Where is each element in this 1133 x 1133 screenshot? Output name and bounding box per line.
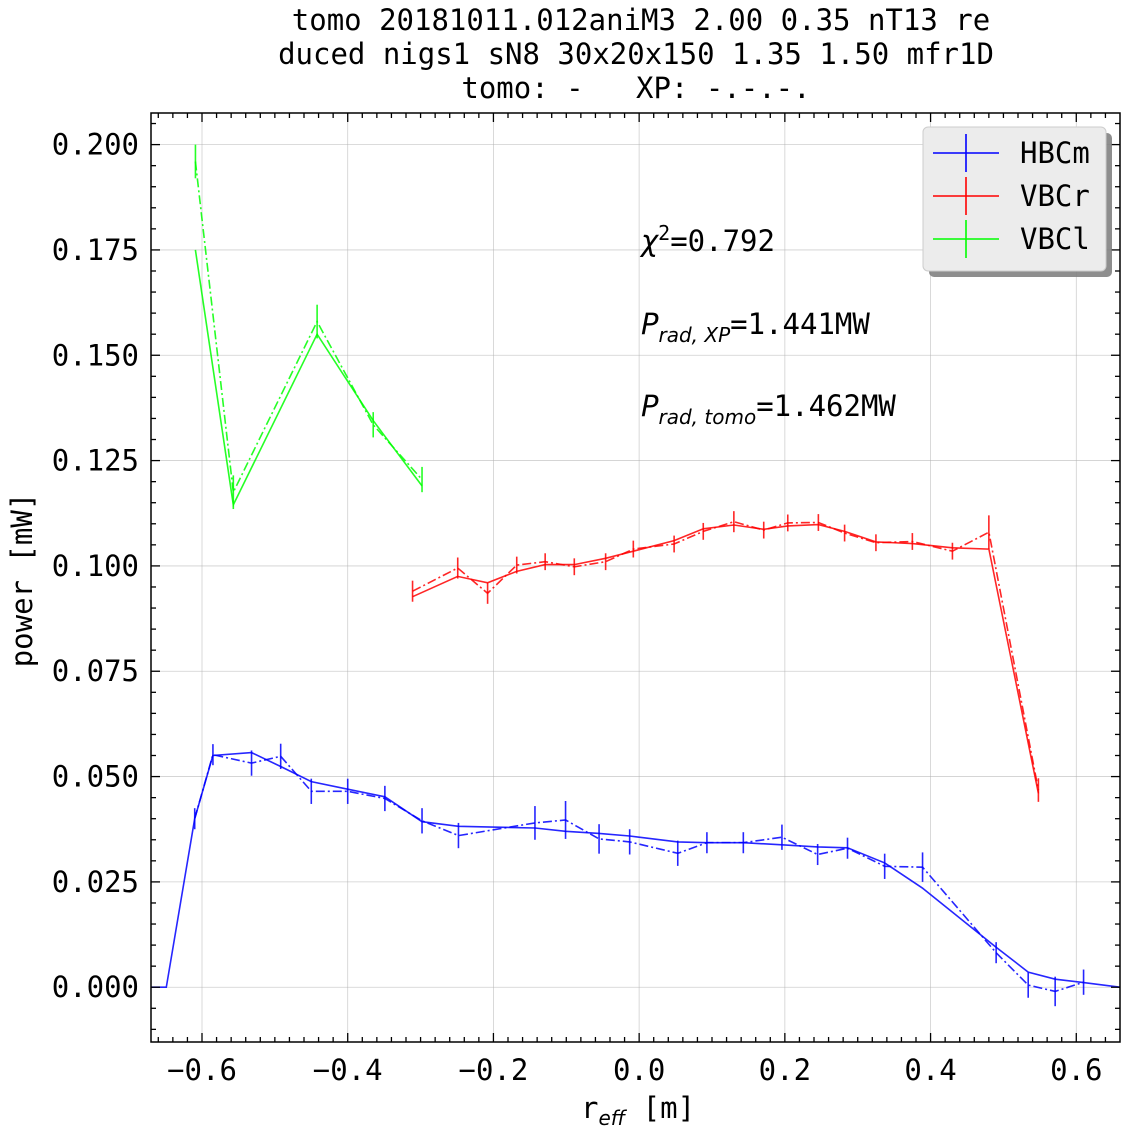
plot-frame [150,112,1121,1043]
legend-label-HBCm: HBCm [1020,136,1090,170]
x-axis-label: reff [m] [581,1091,695,1130]
axis-ticks: −0.6 −0.4 −0.2 0.0 0.2 0.4 0.6 0.000 0.025 0.050 0… [52,113,1120,1087]
x-tick-label: 0.0 [613,1053,665,1087]
chi-squared-annotation: χ2=0.792 [639,221,775,258]
x-tick-label: −0.2 [459,1053,529,1087]
prad-xp-annotation: Prad, XP=1.441MW [641,307,870,347]
series-HBCm [151,743,1121,1007]
y-tick-label: 0.025 [52,865,139,899]
y-tick-label: 0.000 [52,970,139,1004]
series-line-tomo [194,249,423,508]
axis-labels: reff [m] power [mW] [5,493,695,1130]
x-tick-label: −0.6 [167,1053,237,1087]
x-tick-label: 0.4 [904,1053,956,1087]
y-tick-label: 0.200 [52,128,139,162]
series-line-tomo [151,751,1121,989]
title-line-1: tomo 20181011.012aniM3 2.00 0.35 nT13 re [292,3,990,37]
fit-annotations: χ2=0.792 Prad, XP=1.441MW Prad, tomo=1.462… [639,221,896,429]
x-tick-label: −0.4 [313,1053,383,1087]
x-tick-label: 0.2 [759,1053,811,1087]
y-tick-label: 0.150 [52,338,139,372]
y-tick-label: 0.050 [52,760,139,794]
title-line-3: tomo: - XP: -.-.-. [461,71,810,105]
y-tick-label: 0.125 [52,444,139,478]
y-tick-label: 0.100 [52,549,139,583]
y-axis-label: power [mW] [5,493,39,668]
plot-series [151,144,1121,1007]
series-VBCr [411,511,1040,802]
series-line-xp [412,520,1040,791]
legend: HBCm VBCr VBCl [922,126,1112,277]
series-VBCl [194,144,423,510]
chart-title: tomo 20181011.012aniM3 2.00 0.35 nT13 re… [278,3,994,105]
y-tick-label: 0.175 [52,233,139,267]
legend-label-VBCr: VBCr [1020,179,1090,213]
x-tick-label: 0.6 [1050,1053,1102,1087]
prad-tomo-annotation: Prad, tomo=1.462MW [641,389,896,429]
series-line-xp [194,161,423,496]
title-line-2: duced nigs1 sN8 30x20x150 1.35 1.50 mfr1… [278,37,994,71]
legend-box [922,126,1107,272]
series-line-tomo [412,523,1040,794]
legend-label-VBCl: VBCl [1020,222,1090,256]
y-tick-label: 0.075 [52,654,139,688]
